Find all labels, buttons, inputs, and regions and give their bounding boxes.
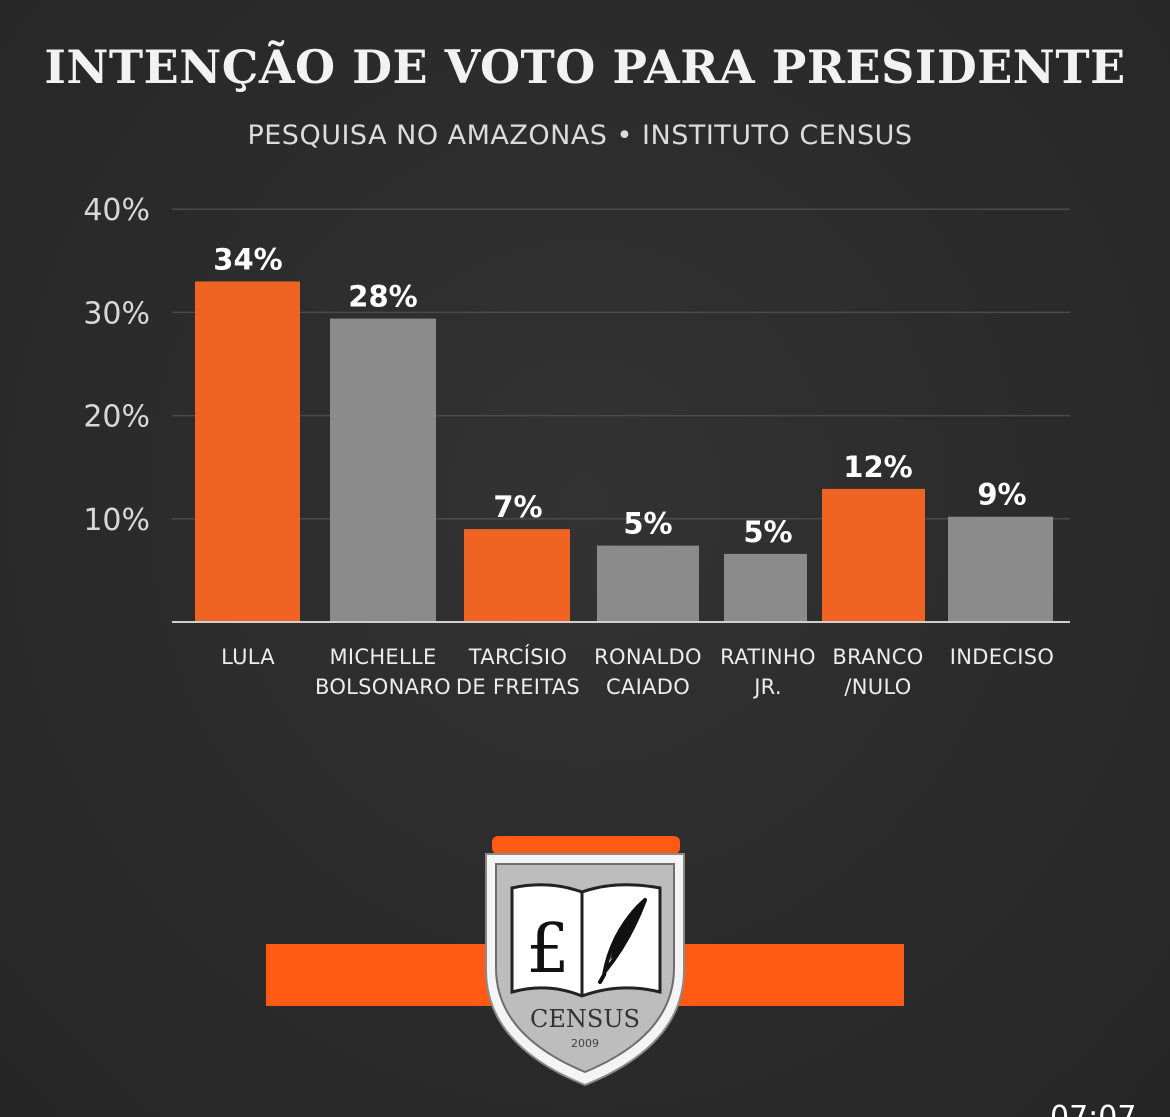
data-label: 34%	[213, 242, 282, 276]
category-labels: LULA MICHELLE BOLSONARO TARCÍSIO DE FREITAS R…	[221, 644, 1054, 699]
category-label: JR.	[752, 675, 782, 699]
category-label: /NULO	[844, 675, 911, 699]
category-label: LULA	[221, 645, 275, 669]
category-label: CAIADO	[606, 675, 690, 699]
sigma-symbol: £	[526, 910, 569, 989]
data-label: 5%	[623, 507, 672, 541]
data-labels: 34% 28% 7% 5% 5% 12% 9%	[213, 242, 1026, 548]
category-label: BOLSONARO	[315, 675, 451, 699]
y-tick-label: 30%	[83, 296, 150, 331]
gridlines	[172, 208, 1070, 520]
category-label: BRANCO	[832, 645, 923, 669]
y-tick-label: 10%	[83, 503, 150, 538]
chart-title: INTENÇÃO DE VOTO PARA PRESIDENTE	[44, 40, 1126, 94]
category-label: INDECISO	[950, 645, 1054, 669]
y-axis-ticks: 10% 20% 30% 40%	[83, 193, 150, 538]
bar	[464, 529, 570, 622]
bar	[822, 488, 925, 622]
bar	[330, 318, 436, 622]
logo-orange-top-bar	[492, 836, 680, 854]
chart-subtitle: PESQUISA NO AMAZONAS • INSTITUTO CENSUS	[247, 120, 913, 151]
category-label: RONALDO	[594, 645, 702, 669]
category-label: RATINHO	[720, 645, 816, 669]
census-logo: £ CENSUS 2009	[266, 836, 904, 1087]
category-label: MICHELLE	[329, 645, 436, 669]
bar	[948, 516, 1053, 622]
category-label: DE FREITAS	[456, 675, 580, 699]
data-label: 7%	[493, 490, 542, 524]
data-label: 5%	[743, 515, 792, 549]
bar	[195, 281, 300, 622]
data-label: 28%	[348, 280, 417, 314]
logo-year: 2009	[571, 1037, 599, 1050]
timestamp: 07:07	[1050, 1100, 1136, 1117]
data-label: 12%	[843, 450, 912, 484]
y-tick-label: 20%	[83, 400, 150, 435]
feather-vane	[610, 898, 646, 960]
logo-name: CENSUS	[530, 1005, 640, 1033]
data-label: 9%	[977, 478, 1026, 512]
bar	[724, 553, 807, 622]
category-label: TARCÍSIO	[468, 644, 567, 669]
book-icon	[510, 883, 662, 998]
bar	[597, 545, 699, 622]
y-tick-label: 40%	[83, 193, 150, 228]
bars	[195, 281, 1053, 622]
